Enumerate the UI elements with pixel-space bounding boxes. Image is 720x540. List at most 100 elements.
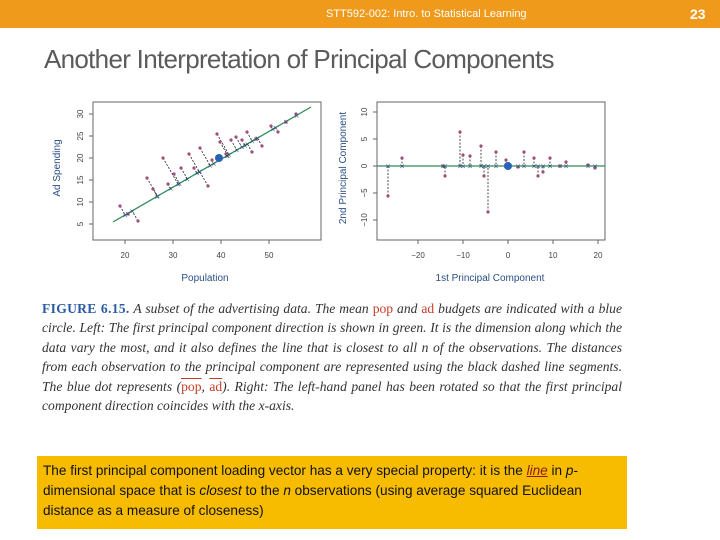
caption-text: budgets are indicated with a blue circle… <box>42 301 623 394</box>
right-xtick: 20 <box>594 251 603 260</box>
observation-point <box>479 144 483 148</box>
projection-mark: × <box>273 124 279 132</box>
projection-mark: × <box>154 193 160 201</box>
projection-dash <box>235 136 243 148</box>
left-ytick: 20 <box>76 153 85 162</box>
observation-point <box>564 160 568 164</box>
observation-point <box>136 219 140 223</box>
right-ytick: 0 <box>360 163 369 168</box>
observation-point <box>486 210 490 214</box>
projection-mark: × <box>467 163 473 171</box>
projection-mark: × <box>563 163 569 171</box>
caption-text: ). Right: The left-hand panel has been r… <box>42 378 622 414</box>
left-ylabel: Ad Spending <box>52 139 63 196</box>
projection-mark: × <box>481 163 487 171</box>
right-ytick: 5 <box>360 136 369 141</box>
right-xtick: −20 <box>411 251 425 260</box>
right-ytick: −10 <box>360 213 369 227</box>
observation-point <box>468 154 472 158</box>
observation-point <box>593 166 597 170</box>
observation-point <box>224 152 228 156</box>
projection-mark: × <box>442 163 448 171</box>
projection-mark: × <box>270 126 276 134</box>
observation-point <box>254 137 258 141</box>
caption-mean-pop: pop <box>181 378 202 394</box>
projection-mark: × <box>225 152 231 160</box>
projection-dash <box>173 173 180 184</box>
observation-point <box>192 166 196 170</box>
observation-point <box>522 150 526 154</box>
observation-point <box>461 153 465 157</box>
projection-mark: × <box>399 163 405 171</box>
projection-mark: × <box>242 142 248 150</box>
observation-point <box>151 187 155 191</box>
projection-mark: × <box>239 144 245 152</box>
projection-mark: × <box>485 163 491 171</box>
observation-point <box>269 124 273 128</box>
projection-mark: × <box>547 163 553 171</box>
observation-point <box>206 184 210 188</box>
projection-mark: × <box>129 207 135 215</box>
projection-mark: × <box>177 180 183 188</box>
observation-point <box>536 174 540 178</box>
observation-point <box>441 164 445 168</box>
projection-mark: × <box>175 181 181 189</box>
projection-mark: × <box>531 163 537 171</box>
observation-point <box>218 140 222 144</box>
observation-point <box>586 163 590 167</box>
figure-caption: FIGURE 6.15. A subset of the advertising… <box>42 299 622 415</box>
projection-mark: × <box>493 163 499 171</box>
observation-point <box>494 150 498 154</box>
observation-point <box>118 204 122 208</box>
note-text: observations (using average squared Eucl… <box>43 483 582 518</box>
highlight-note: The first principal component loading ve… <box>37 456 627 529</box>
projection-dash <box>199 171 209 187</box>
right-ylabel: 2nd Principal Component <box>338 112 349 225</box>
projection-mark: × <box>254 135 260 143</box>
figure-label: FIGURE 6.15. <box>42 301 130 316</box>
projection-mark: × <box>440 163 446 171</box>
course-title: STT592-002: Intro. to Statistical Learni… <box>326 8 527 20</box>
observation-point <box>229 138 233 142</box>
observation-point <box>504 158 508 162</box>
projection-mark: × <box>207 162 213 170</box>
observation-point <box>541 170 545 174</box>
note-link-line: line <box>526 463 548 478</box>
observation-point <box>234 135 238 139</box>
left-xlabel: Population <box>181 273 228 284</box>
observation-point <box>284 120 288 124</box>
caption-keyword-pop: pop <box>372 301 394 316</box>
right-plot: −20 −10 0 10 20 −10 −5 0 5 10 1st Princi… <box>338 101 606 284</box>
observation-point <box>443 174 447 178</box>
observation-point <box>198 146 202 150</box>
header-bar: STT592-002: Intro. to Statistical Learni… <box>0 0 720 28</box>
observation-point <box>215 132 219 136</box>
caption-text: , <box>201 378 210 394</box>
projection-mark: × <box>196 168 202 176</box>
slide-title: Another Interpretation of Principal Comp… <box>44 44 554 74</box>
observation-point <box>516 165 520 169</box>
left-ytick: 30 <box>76 109 85 118</box>
projection-mark: × <box>478 163 484 171</box>
observation-point <box>210 158 214 162</box>
projection-dash <box>246 131 253 142</box>
caption-mean-ad: ad <box>209 378 223 394</box>
right-ytick: 10 <box>360 107 369 116</box>
note-var-n: n <box>283 483 291 498</box>
projection-mark: × <box>122 211 128 219</box>
page-number: 23 <box>690 6 706 22</box>
left-ytick: 5 <box>76 221 85 226</box>
caption-keyword-ad: ad <box>421 301 435 316</box>
projection-dash <box>216 133 230 155</box>
observation-point <box>548 156 552 160</box>
projection-mark: × <box>234 147 240 155</box>
projection-mark: × <box>460 163 466 171</box>
left-xtick: 50 <box>265 251 274 260</box>
left-plot: 20 30 40 50 5 10 15 20 25 30 Population … <box>52 101 322 284</box>
left-xtick: 40 <box>217 251 226 260</box>
observation-point <box>558 164 562 168</box>
observation-point <box>245 130 249 134</box>
observation-point <box>294 112 298 116</box>
right-xlabel: 1st Principal Component <box>436 273 545 284</box>
projection-mark: × <box>194 170 200 178</box>
